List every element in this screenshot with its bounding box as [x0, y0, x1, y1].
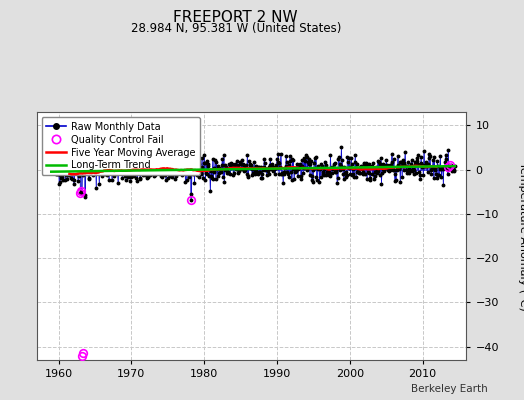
Text: FREEPORT 2 NW: FREEPORT 2 NW — [173, 10, 298, 25]
Text: 28.984 N, 95.381 W (United States): 28.984 N, 95.381 W (United States) — [130, 22, 341, 35]
Y-axis label: Temperature Anomaly (°C): Temperature Anomaly (°C) — [518, 162, 524, 310]
Text: Berkeley Earth: Berkeley Earth — [411, 384, 487, 394]
Legend: Raw Monthly Data, Quality Control Fail, Five Year Moving Average, Long-Term Tren: Raw Monthly Data, Quality Control Fail, … — [41, 117, 200, 175]
